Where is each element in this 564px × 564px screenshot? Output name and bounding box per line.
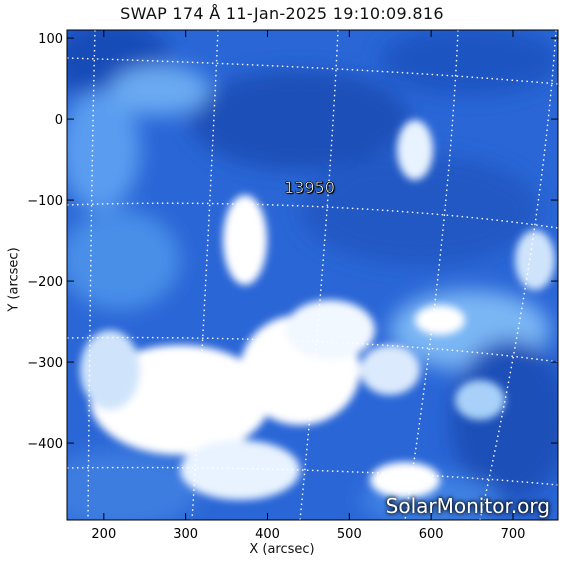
x-axis-title: X (arcsec) bbox=[249, 542, 315, 557]
y-tick-label: 100 bbox=[38, 32, 63, 47]
x-tick-label: 400 bbox=[255, 527, 280, 542]
grid-line bbox=[67, 336, 558, 363]
active-region-label: 13950 bbox=[284, 178, 336, 198]
y-tick-label: 0 bbox=[55, 113, 63, 128]
grid-line bbox=[67, 466, 558, 486]
grid-line bbox=[87, 30, 96, 520]
grid-line bbox=[404, 30, 459, 520]
grid-line bbox=[67, 57, 558, 85]
image-title: SWAP 174 Å 11-Jan-2025 19:10:09.816 bbox=[120, 4, 444, 23]
plot-frame bbox=[66, 29, 559, 521]
y-axis: 100 0 −100 −200 −300 −400 bbox=[27, 32, 558, 452]
heliographic-grid bbox=[67, 30, 558, 520]
y-tick-label: −100 bbox=[27, 194, 63, 209]
x-tick-label: 500 bbox=[337, 527, 362, 542]
y-tick-label: −300 bbox=[27, 356, 63, 371]
coronal-emission-large bbox=[67, 30, 558, 520]
y-tick-label: −400 bbox=[27, 437, 63, 452]
y-tick-label: −200 bbox=[27, 275, 63, 290]
x-tick-label: 200 bbox=[91, 527, 116, 542]
grid-line bbox=[67, 202, 558, 229]
x-axis: 200 300 400 500 600 700 bbox=[91, 30, 525, 542]
watermark: SolarMonitor.org bbox=[385, 494, 550, 518]
x-tick-label: 600 bbox=[419, 527, 444, 542]
y-axis-title: Y (arcsec) bbox=[6, 247, 22, 312]
active-region-brightening bbox=[80, 120, 555, 500]
grid-line bbox=[191, 30, 219, 520]
x-tick-label: 700 bbox=[501, 527, 526, 542]
solar-image bbox=[67, 30, 558, 520]
x-tick-label: 300 bbox=[173, 527, 198, 542]
